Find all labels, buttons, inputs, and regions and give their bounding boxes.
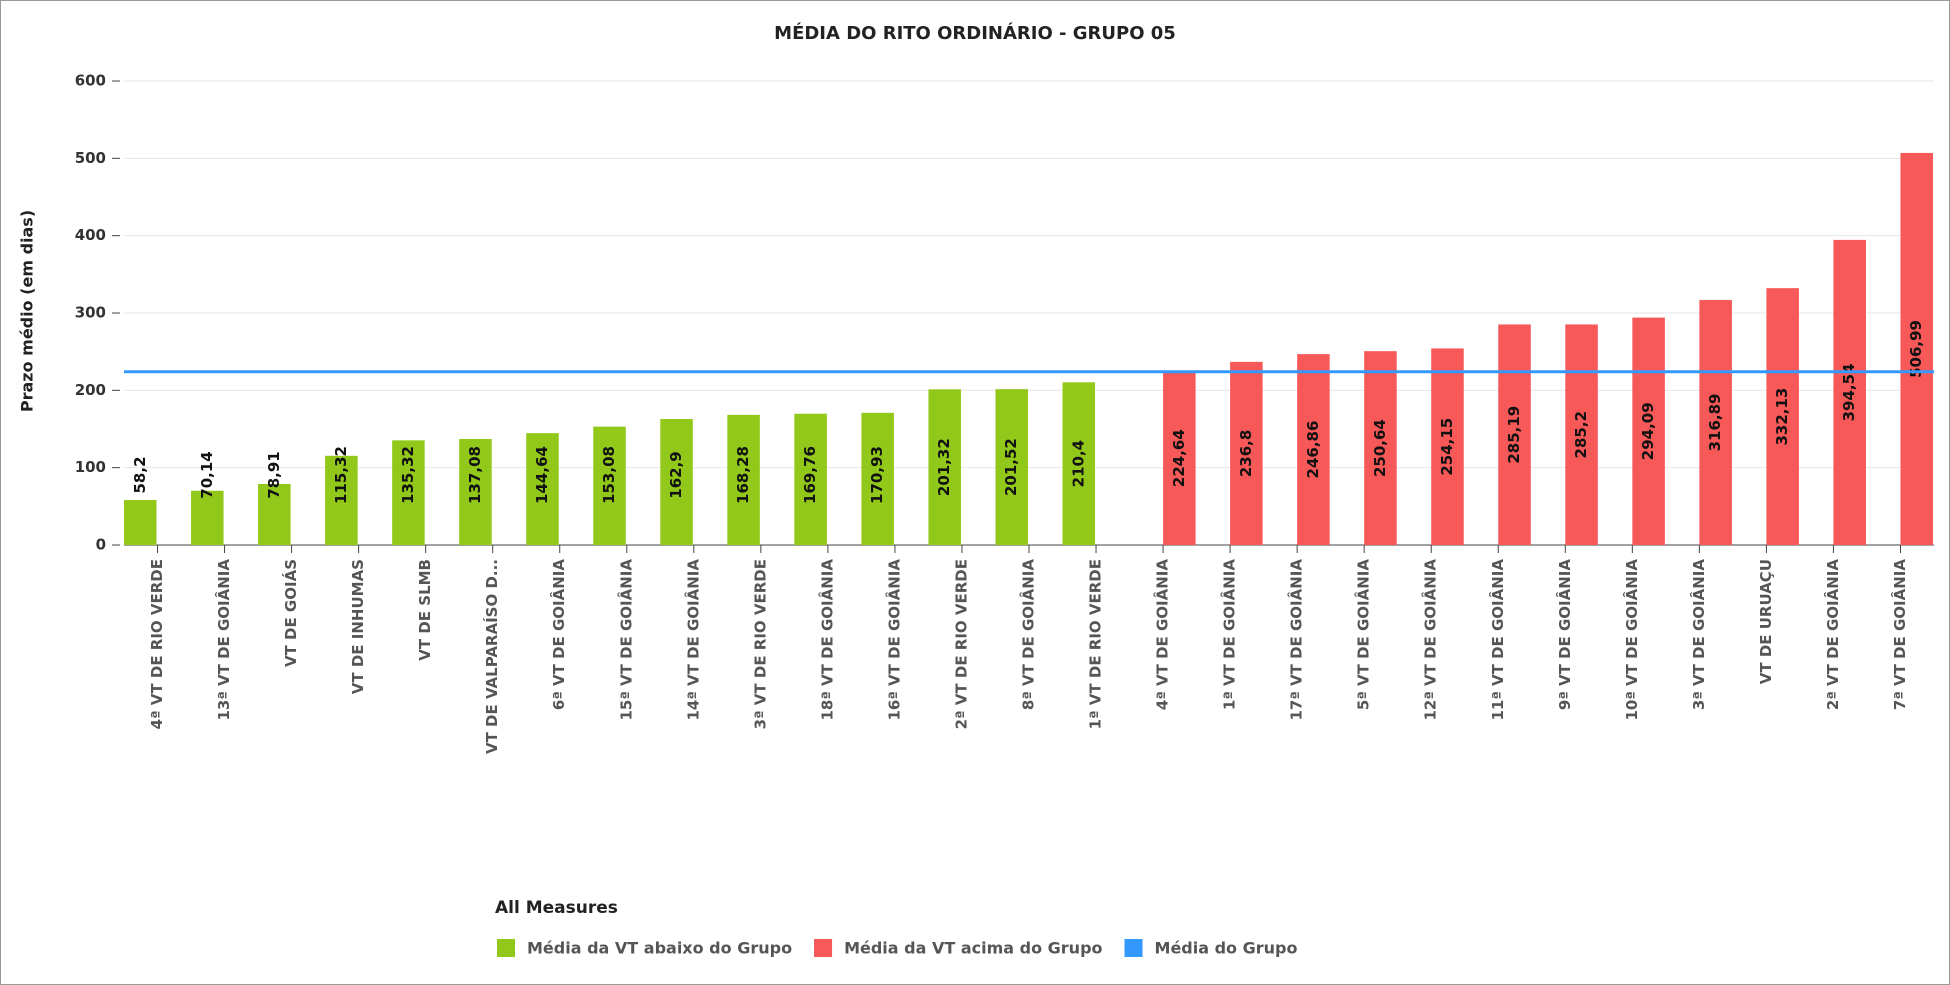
bar bbox=[794, 413, 827, 545]
value-label: 78,91 bbox=[265, 451, 283, 498]
legend-swatch bbox=[814, 939, 833, 957]
x-tick-label: 1ª VT DE GOIÂNIA bbox=[1220, 559, 1239, 710]
bar bbox=[1230, 361, 1263, 545]
value-label: 250,64 bbox=[1371, 419, 1389, 477]
bar bbox=[1297, 354, 1330, 545]
chart-title: MÉDIA DO RITO ORDINÁRIO - GRUPO 05 bbox=[774, 22, 1176, 44]
x-tick-label: 11ª VT DE GOIÂNIA bbox=[1488, 559, 1507, 721]
x-tick-label: 9ª VT DE GOIÂNIA bbox=[1555, 559, 1574, 710]
legend-label: Média do Grupo bbox=[1155, 939, 1298, 958]
bar bbox=[1498, 324, 1531, 545]
bar bbox=[191, 490, 224, 545]
x-tick-label: 6ª VT DE GOIÂNIA bbox=[549, 559, 568, 710]
bar bbox=[1431, 348, 1464, 545]
value-label: 144,64 bbox=[533, 446, 551, 504]
x-tick-label: 16ª VT DE GOIÂNIA bbox=[884, 559, 903, 721]
value-label: 332,13 bbox=[1773, 388, 1791, 446]
value-label: 236,8 bbox=[1237, 430, 1255, 477]
value-label: 137,08 bbox=[466, 446, 484, 504]
x-tick-label: 3ª VT DE RIO VERDE bbox=[751, 559, 769, 729]
bar bbox=[1833, 239, 1866, 545]
value-label: 254,15 bbox=[1438, 418, 1456, 476]
value-label: 285,2 bbox=[1572, 411, 1590, 458]
bar bbox=[1699, 299, 1732, 545]
x-tick-label: 17ª VT DE GOIÂNIA bbox=[1287, 559, 1306, 721]
bar bbox=[258, 483, 291, 545]
x-tick-label: 8ª VT DE GOIÂNIA bbox=[1019, 559, 1038, 710]
value-label: 170,93 bbox=[868, 446, 886, 504]
bar bbox=[727, 414, 760, 545]
bar bbox=[1163, 371, 1196, 545]
x-tick-label: 12ª VT DE GOIÂNIA bbox=[1421, 559, 1440, 721]
y-tick-label: 300 bbox=[75, 304, 106, 322]
legend-label: Média da VT acima do Grupo bbox=[844, 939, 1102, 958]
value-label: 285,19 bbox=[1505, 406, 1523, 464]
bar bbox=[861, 412, 894, 545]
bar bbox=[1900, 152, 1933, 545]
y-tick-label: 200 bbox=[75, 381, 106, 399]
y-tick-label: 400 bbox=[75, 226, 106, 244]
value-label: 168,28 bbox=[734, 446, 752, 504]
value-label: 506,99 bbox=[1907, 320, 1925, 378]
bar bbox=[995, 389, 1028, 545]
value-label: 394,54 bbox=[1840, 363, 1858, 421]
x-tick-label: 1ª VT DE RIO VERDE bbox=[1087, 559, 1105, 729]
legend-label: Média da VT abaixo do Grupo bbox=[527, 939, 792, 958]
x-tick-label: 4ª VT DE GOIÂNIA bbox=[1153, 559, 1172, 710]
bar bbox=[1364, 351, 1397, 545]
y-axis-label: Prazo médio (em dias) bbox=[18, 210, 37, 412]
value-label: 58,2 bbox=[131, 456, 149, 493]
x-tick-label: 5ª VT DE GOIÂNIA bbox=[1354, 559, 1373, 710]
x-tick-label: 7ª VT DE GOIÂNIA bbox=[1890, 559, 1909, 710]
x-tick-label: 15ª VT DE GOIÂNIA bbox=[616, 559, 635, 721]
x-tick-label: 4ª VT DE RIO VERDE bbox=[148, 559, 166, 729]
x-tick-label: VT DE VALPARAÍSO D... bbox=[482, 559, 501, 754]
legend-swatch bbox=[497, 939, 515, 957]
y-tick-label: 500 bbox=[75, 149, 106, 167]
bar bbox=[928, 389, 961, 545]
x-tick-label: VT DE SLMB bbox=[416, 559, 434, 661]
value-label: 153,08 bbox=[600, 446, 618, 504]
value-label: 115,32 bbox=[332, 446, 350, 504]
value-label: 201,52 bbox=[1002, 438, 1020, 496]
value-label: 210,4 bbox=[1069, 440, 1087, 487]
legend-swatch bbox=[1124, 939, 1143, 957]
x-tick-label: VT DE URUAÇU bbox=[1757, 559, 1775, 684]
y-tick-label: 600 bbox=[75, 72, 106, 90]
value-label: 294,09 bbox=[1639, 402, 1657, 460]
y-tick-label: 100 bbox=[75, 458, 106, 476]
x-tick-label: 10ª VT DE GOIÂNIA bbox=[1622, 559, 1641, 721]
x-tick-label: 14ª VT DE GOIÂNIA bbox=[683, 559, 702, 721]
x-tick-label: VT DE GOIÁS bbox=[281, 559, 300, 667]
x-tick-label: 18ª VT DE GOIÂNIA bbox=[817, 559, 836, 721]
bar bbox=[325, 455, 358, 545]
bar bbox=[593, 426, 626, 545]
value-label: 169,76 bbox=[801, 446, 819, 504]
bar bbox=[526, 433, 559, 545]
bar bbox=[660, 419, 693, 545]
value-label: 224,64 bbox=[1170, 429, 1188, 487]
x-tick-label: 13ª VT DE GOIÂNIA bbox=[214, 559, 233, 721]
value-label: 246,86 bbox=[1304, 421, 1322, 479]
legend-title: All Measures bbox=[495, 898, 618, 918]
x-tick-label: 2ª VT DE GOIÂNIA bbox=[1823, 559, 1842, 710]
x-tick-label: 3ª VT DE GOIÂNIA bbox=[1689, 559, 1708, 710]
bar bbox=[1632, 317, 1665, 545]
value-label: 70,14 bbox=[198, 451, 216, 498]
value-label: 316,89 bbox=[1706, 394, 1724, 452]
x-tick-label: 2ª VT DE RIO VERDE bbox=[952, 559, 970, 729]
bar bbox=[124, 499, 157, 545]
bar bbox=[1062, 382, 1096, 545]
bar bbox=[1766, 288, 1799, 545]
value-label: 162,9 bbox=[667, 451, 685, 498]
bar bbox=[392, 440, 425, 545]
bar bbox=[459, 438, 492, 545]
y-tick-label: 0 bbox=[96, 536, 106, 554]
bar bbox=[1565, 324, 1598, 545]
x-tick-label: VT DE INHUMAS bbox=[349, 559, 367, 694]
value-label: 201,32 bbox=[935, 438, 953, 496]
value-label: 135,32 bbox=[399, 446, 417, 504]
